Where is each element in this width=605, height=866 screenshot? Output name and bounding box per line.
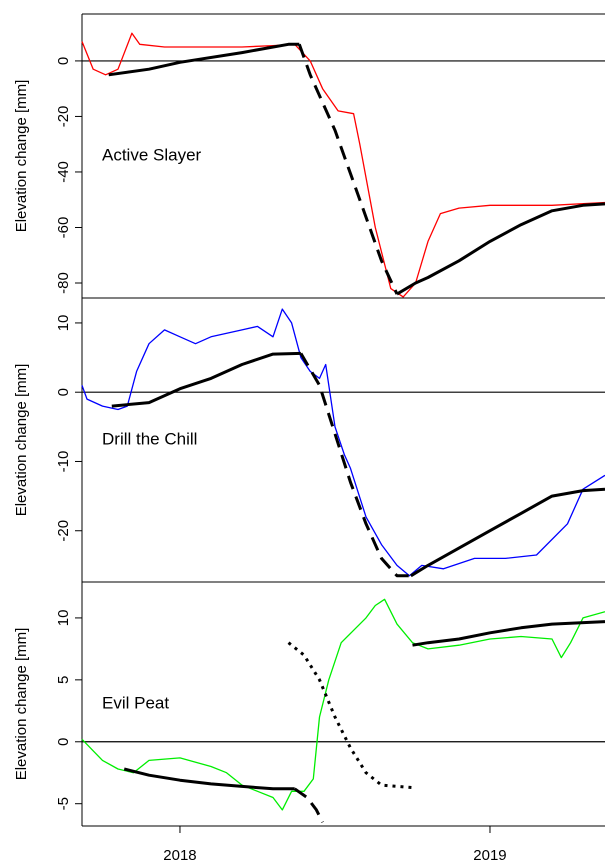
y-tick-label: -20 — [55, 520, 72, 542]
panel-label: Drill the Chill — [102, 429, 197, 448]
series-line — [111, 351, 301, 408]
series-line — [299, 352, 411, 578]
y-axis-label: Elevation change [mm] — [13, 628, 30, 781]
series-line — [293, 787, 324, 823]
y-axis-label: Elevation change [mm] — [13, 80, 30, 233]
x-tick-label: 2019 — [473, 847, 506, 864]
series-line — [396, 202, 605, 296]
panel-label: Evil Peat — [102, 693, 169, 712]
y-tick-label: -20 — [55, 106, 72, 128]
y-axis-label: Elevation change [mm] — [13, 364, 30, 517]
series-line — [81, 32, 605, 298]
series-line — [81, 598, 605, 811]
series-line — [297, 43, 399, 295]
panel-label: Active Slayer — [102, 145, 202, 164]
x-tick-label: 2018 — [163, 847, 196, 864]
series-line — [123, 767, 295, 791]
series-line — [108, 42, 300, 77]
y-tick-label: 0 — [55, 388, 72, 396]
series-line — [287, 641, 413, 790]
y-tick-label: 0 — [55, 57, 72, 65]
y-tick-label: -10 — [55, 451, 72, 473]
y-tick-label: -40 — [55, 161, 72, 183]
y-tick-label: -60 — [55, 217, 72, 239]
y-tick-label: 10 — [55, 610, 72, 627]
series-line — [410, 487, 605, 578]
y-tick-label: 0 — [55, 738, 72, 746]
y-tick-label: -80 — [55, 272, 72, 294]
y-tick-label: 5 — [55, 676, 72, 684]
series-line — [81, 308, 605, 577]
y-tick-label: -5 — [55, 797, 72, 810]
series-line — [412, 620, 605, 647]
y-tick-label: 10 — [55, 315, 72, 332]
